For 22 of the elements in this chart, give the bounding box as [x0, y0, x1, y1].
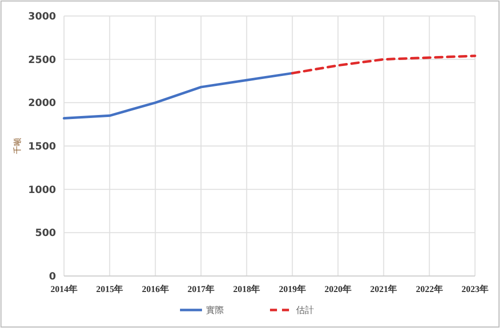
x-tick-label: 2019年	[278, 284, 306, 294]
x-tick-label: 2023年	[462, 284, 488, 294]
y-tick-label: 0	[49, 272, 56, 282]
y-tick-label: 500	[35, 228, 56, 240]
x-tick-label: 2018年	[233, 284, 260, 294]
x-tick-label: 2021年	[370, 284, 398, 294]
line-series	[62, 72, 294, 120]
y-tick-label: 2000	[28, 98, 56, 110]
x-tick-label: 2014年	[50, 284, 78, 294]
line-series	[291, 54, 476, 74]
y-tick-label: 3000	[28, 12, 56, 22]
y-tick-label: 2500	[28, 54, 56, 66]
legend-label: 實際	[206, 305, 224, 316]
x-tick-label: 2022年	[416, 284, 443, 294]
legend-label: 估計	[296, 305, 314, 316]
x-tick-label: 2015年	[96, 284, 124, 294]
x-tick-label: 2017年	[188, 284, 214, 294]
x-tick-label: 2016年	[142, 284, 169, 294]
y-axis-title: 千噸	[13, 138, 22, 154]
x-tick-label: 2020年	[324, 284, 352, 294]
y-tick-label: 1500	[28, 142, 56, 152]
y-tick-label: 1000	[28, 184, 56, 196]
